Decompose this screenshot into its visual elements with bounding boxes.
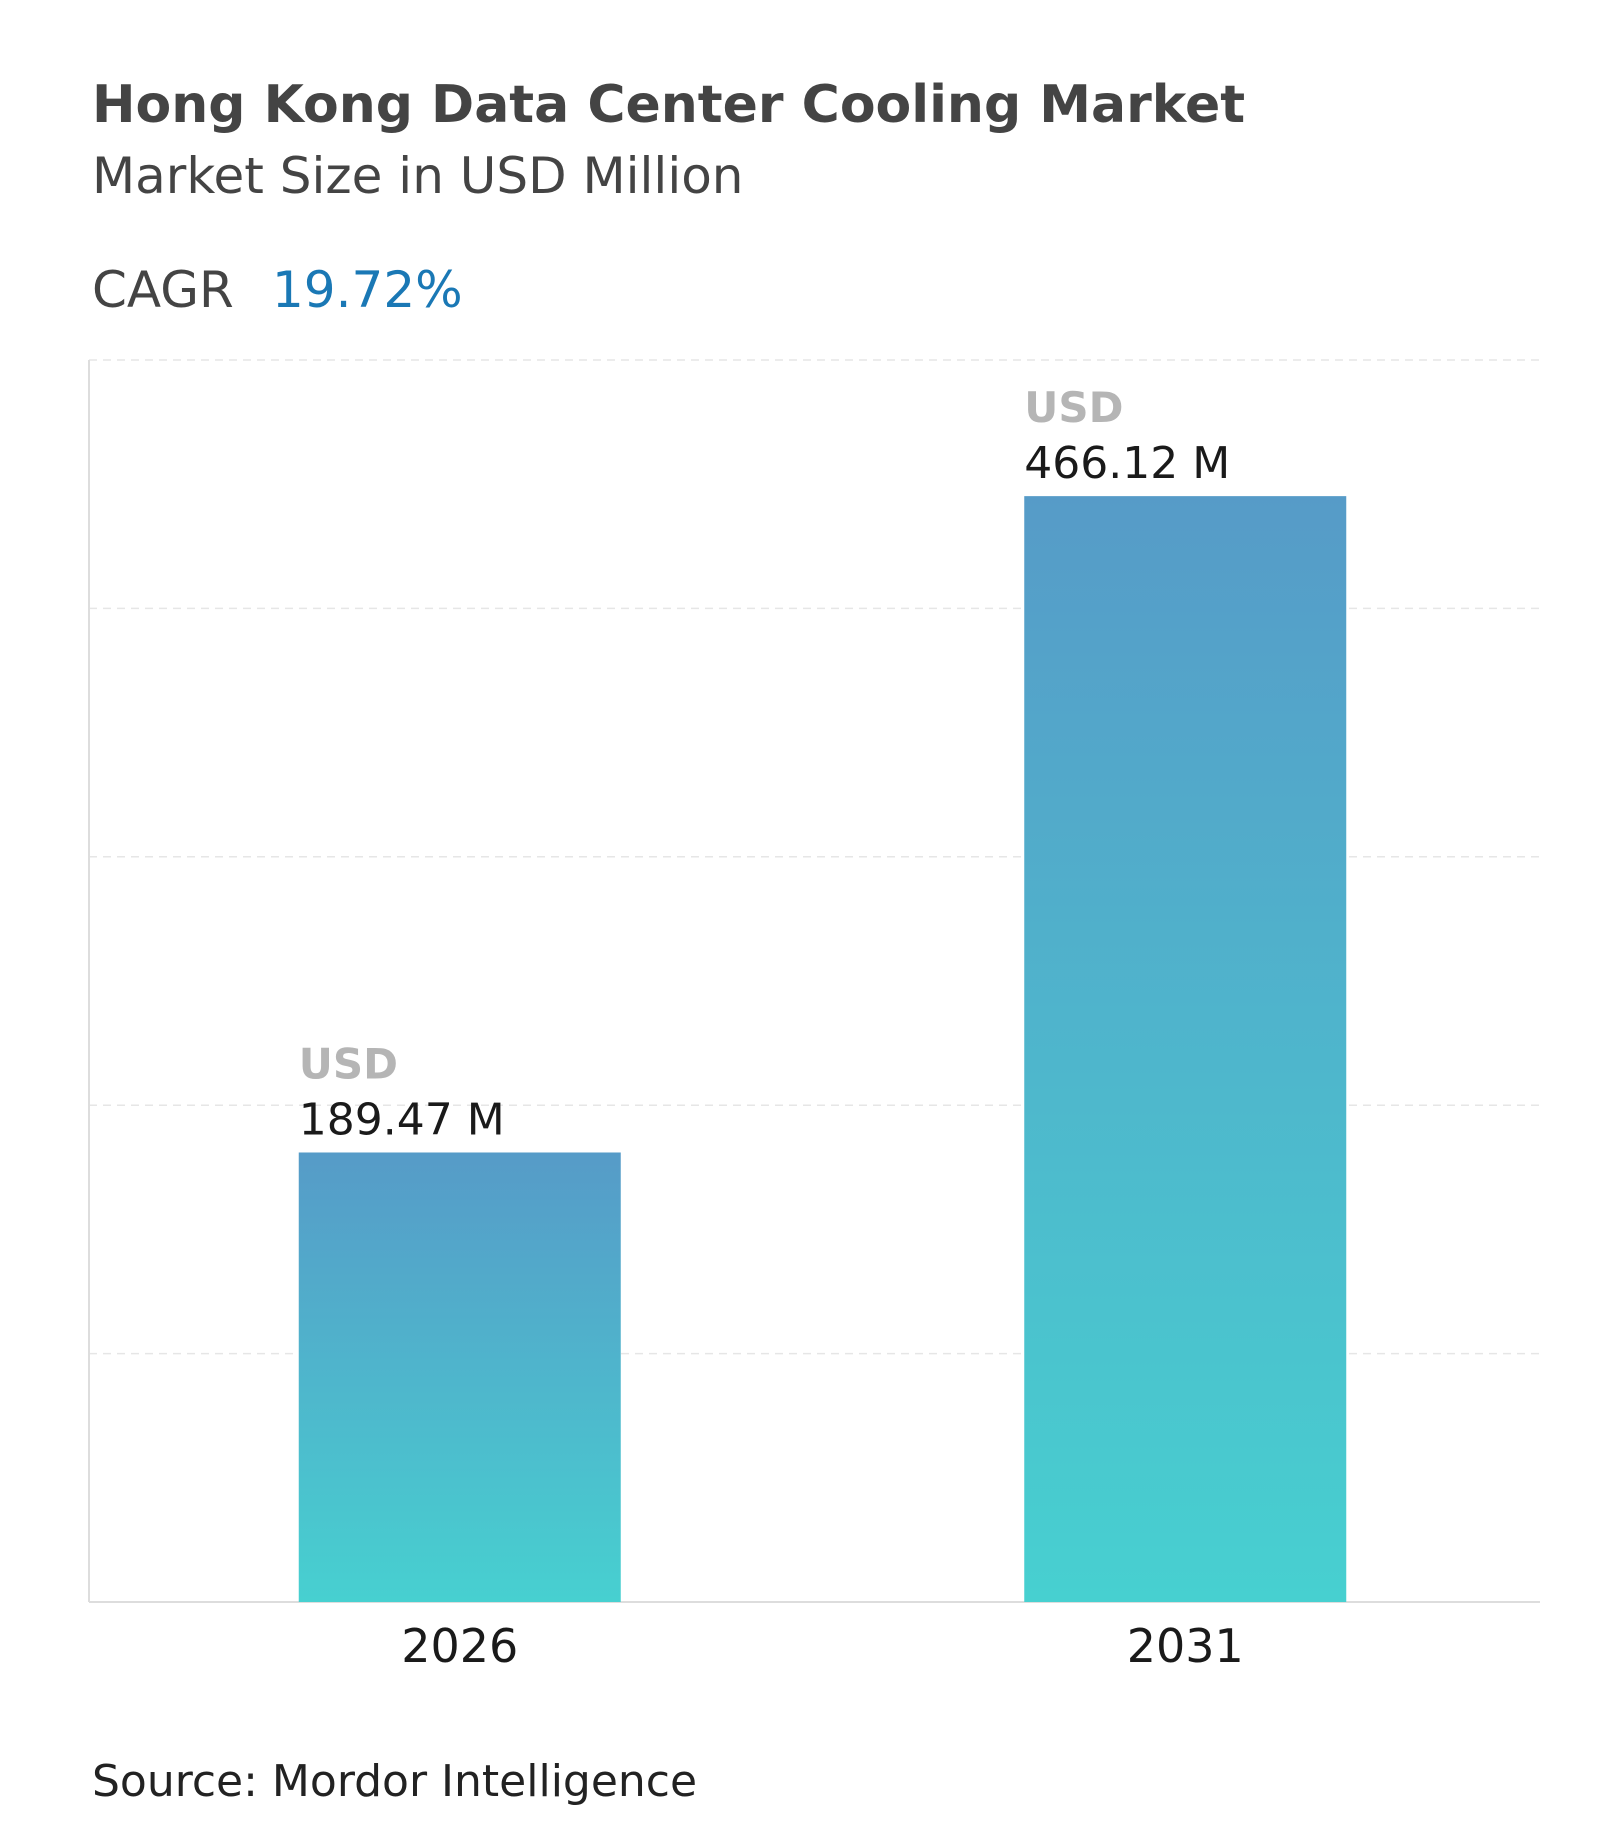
bar	[1024, 496, 1347, 1602]
chart-subtitle: Market Size in USD Million	[92, 147, 744, 205]
chart-title: Hong Kong Data Center Cooling Market	[92, 75, 1245, 135]
value-unit: USD	[1024, 383, 1123, 432]
x-tick-label: 2026	[401, 1619, 518, 1673]
x-tick-label: 2031	[1127, 1619, 1244, 1673]
value-unit: USD	[299, 1039, 398, 1088]
value-label: 189.47 M	[299, 1094, 505, 1145]
cagr-label: CAGR	[92, 261, 234, 319]
bar	[298, 1152, 621, 1602]
cagr-value: 19.72%	[272, 261, 463, 319]
source: Source: Mordor Intelligence	[92, 1756, 697, 1807]
value-label: 466.12 M	[1024, 438, 1230, 489]
